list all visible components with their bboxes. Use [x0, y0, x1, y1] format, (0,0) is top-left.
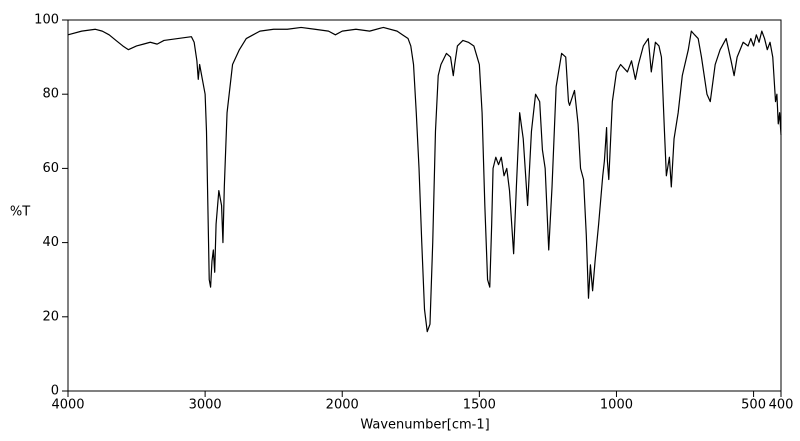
x-tick-label: 4000 — [51, 398, 84, 413]
y-tick-label: 60 — [42, 161, 59, 176]
spectrum-line — [67, 26, 782, 333]
y-tick-label: 0 — [51, 384, 59, 399]
x-tick-label: 400 — [769, 398, 794, 413]
y-axis-label: %T — [10, 205, 30, 220]
y-tick-label: 100 — [34, 13, 59, 28]
x-tick-label: 1000 — [600, 398, 633, 413]
x-tick-label: 3000 — [189, 398, 222, 413]
y-tick-label: 80 — [42, 87, 59, 102]
y-tick-label: 20 — [42, 309, 59, 324]
x-axis-label: Wavenumber[cm-1] — [360, 418, 489, 433]
y-tick-label: 40 — [42, 235, 59, 250]
x-tick-label: 2000 — [326, 398, 359, 413]
x-tick-label: 500 — [741, 398, 766, 413]
plot-frame — [67, 19, 782, 392]
x-tick-label: 1500 — [463, 398, 496, 413]
